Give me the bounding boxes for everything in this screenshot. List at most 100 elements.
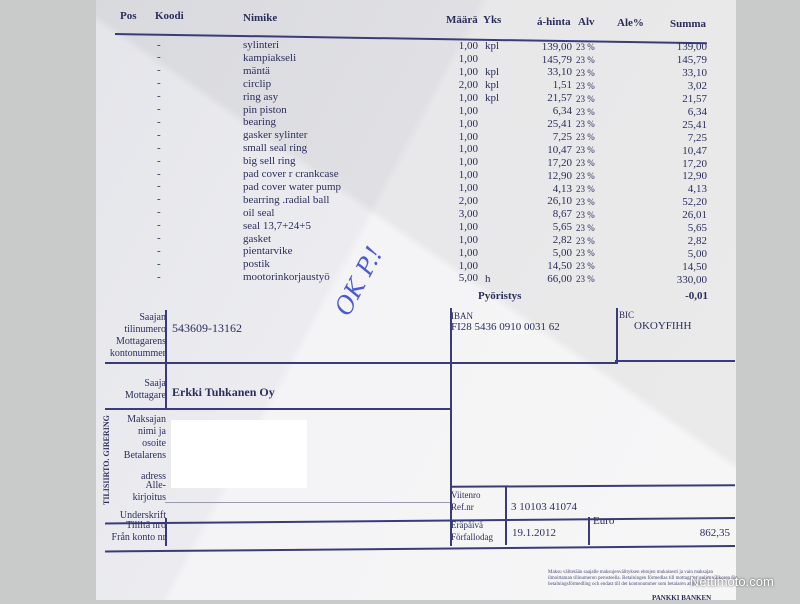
divider <box>165 362 167 408</box>
item-quantity: 5,00 <box>458 272 478 285</box>
item-unit-price: 2,82 <box>552 234 572 247</box>
item-sum: 52,20 <box>682 196 707 209</box>
item-unit-price: 17,20 <box>547 156 572 169</box>
item-sum: 7,25 <box>687 131 707 144</box>
bic-value: OKOYFIHH <box>634 320 692 332</box>
item-unit: kpl <box>485 92 500 105</box>
row-code: - <box>157 270 161 283</box>
item-unit-price: 26,10 <box>547 195 572 208</box>
item-quantity: 3,00 <box>458 207 478 220</box>
item-quantity: 1,00 <box>458 104 478 117</box>
item-name: sylinteri <box>243 39 280 52</box>
label-line: Underskrift <box>119 510 166 521</box>
row-code: - <box>157 206 161 219</box>
divider <box>616 308 618 360</box>
item-name: bearing <box>243 116 276 129</box>
row-code: - <box>157 51 161 64</box>
label-line: nimi ja <box>137 426 166 437</box>
item-name: ring asy <box>243 90 279 103</box>
item-vat: 23 % <box>576 42 595 53</box>
item-quantity: 1,00 <box>458 143 478 156</box>
row-code: - <box>157 103 161 115</box>
item-sum: 26,01 <box>682 209 707 222</box>
item-quantity: 1,00 <box>458 53 478 66</box>
item-quantity: 1,00 <box>458 220 478 233</box>
watermark: Nettimoto.com <box>690 574 774 589</box>
row-code: - <box>157 167 161 180</box>
item-vat: 23 % <box>576 222 595 233</box>
from-account-label: Tililtä nro Från konto nr <box>100 520 166 544</box>
item-quantity: 1,00 <box>458 156 478 169</box>
label-line: tilinumero <box>124 324 166 335</box>
item-quantity: 1,00 <box>458 169 478 182</box>
item-name: gasket <box>243 232 272 245</box>
item-quantity: 2,00 <box>458 195 478 207</box>
item-sum: 25,41 <box>682 118 707 131</box>
col-ahinta: á-hinta <box>537 16 571 28</box>
item-sum: 33,10 <box>682 67 707 80</box>
item-unit-price: 21,57 <box>547 92 572 105</box>
row-code: - <box>157 219 161 232</box>
row-code: - <box>157 128 161 141</box>
signature-line <box>165 502 450 503</box>
label-line: Från konto nr <box>111 532 166 543</box>
item-unit-price: 33,10 <box>547 66 572 79</box>
item-name: postik <box>243 258 270 271</box>
label-line: Viitenro <box>451 490 481 500</box>
item-sum: 2,82 <box>687 234 707 247</box>
due-label: Eräpäivä Förfallodag <box>451 519 493 543</box>
row-code: - <box>157 232 161 244</box>
row-code: - <box>157 115 161 128</box>
item-vat: 23 % <box>576 93 595 104</box>
divider <box>588 517 590 545</box>
item-vat: 23 % <box>576 132 595 143</box>
item-sum: 10,47 <box>682 144 707 157</box>
row-code: - <box>157 193 161 206</box>
item-unit-price: 145,79 <box>541 53 572 66</box>
col-yks: Yks <box>483 14 502 26</box>
item-quantity: 1,00 <box>458 259 478 272</box>
divider <box>615 360 735 362</box>
item-name: gasker sylinter <box>243 129 308 142</box>
ref-label: Viitenro Ref.nr <box>451 489 480 513</box>
item-name: kampiakseli <box>243 51 297 64</box>
col-maara: Määrä <box>446 14 478 26</box>
item-vat: 23 % <box>576 183 595 194</box>
iban-value: FI28 5436 0910 0031 62 <box>451 321 560 333</box>
item-quantity: 1,00 <box>458 182 478 195</box>
item-unit-price: 14,50 <box>547 259 572 272</box>
item-vat: 23 % <box>576 145 595 156</box>
row-code: - <box>157 141 161 154</box>
row-code: - <box>157 38 161 51</box>
item-name: oil seal <box>243 206 275 219</box>
euro-label: Euro <box>593 515 615 527</box>
payee-label: Saaja Mottagare <box>100 378 166 402</box>
item-unit-price: 6,34 <box>552 105 572 118</box>
account-number: 543609-13162 <box>172 321 242 335</box>
label-line: Saajan <box>139 312 166 323</box>
label-line: Saaja <box>144 378 166 389</box>
item-vat: 23 % <box>576 54 595 65</box>
label-line: Betalarens <box>123 450 166 461</box>
col-pos: Pos <box>120 10 137 22</box>
item-name: seal 13,7+24+5 <box>243 219 312 232</box>
divider <box>165 518 167 546</box>
row-code: - <box>157 77 161 90</box>
label-line: Förfallodag <box>451 532 493 542</box>
item-sum: 330,00 <box>676 273 707 286</box>
bic-label: BIC <box>619 310 635 320</box>
row-code: - <box>157 257 161 270</box>
item-unit: h <box>485 272 491 285</box>
item-unit-price: 139,00 <box>541 40 572 53</box>
item-quantity: 1,00 <box>458 117 478 130</box>
signature-label: Alle-kirjoitus Underskrift <box>100 480 166 522</box>
item-quantity: 1,00 <box>458 91 478 104</box>
row-code: - <box>157 90 161 103</box>
row-code: - <box>157 244 161 257</box>
item-quantity: 1,00 <box>458 66 478 78</box>
item-name: pientarvike <box>243 245 293 258</box>
item-name: big sell ring <box>243 155 296 168</box>
item-unit-price: 8,67 <box>552 208 572 221</box>
item-sum: 17,20 <box>682 157 707 170</box>
item-name: pin piston <box>243 103 287 116</box>
